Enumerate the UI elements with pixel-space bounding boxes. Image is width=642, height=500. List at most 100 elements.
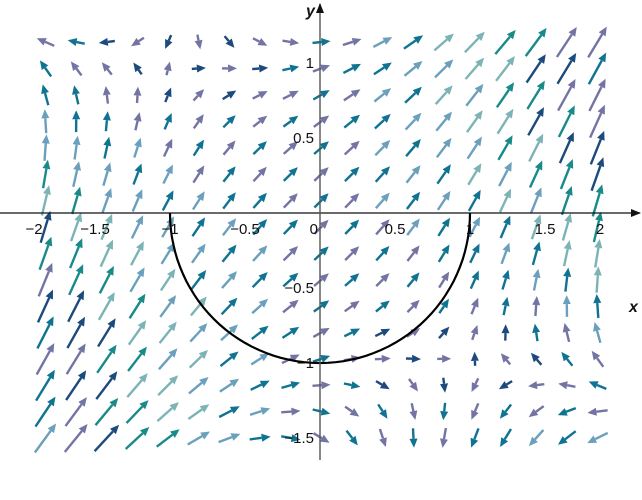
x-tick-label: −0.5 (230, 221, 260, 238)
field-arrow (252, 141, 267, 155)
field-arrow (563, 267, 572, 292)
field-arrow (252, 91, 268, 100)
field-arrow (163, 61, 172, 76)
x-tick-label: 1 (466, 221, 474, 238)
field-arrow (500, 242, 511, 265)
field-arrow (102, 86, 111, 104)
x-axis-label: x (628, 299, 639, 316)
field-arrow (72, 110, 81, 133)
field-arrow (558, 430, 577, 445)
field-arrow (532, 323, 541, 342)
field-arrow (40, 185, 51, 216)
field-arrow (467, 163, 482, 186)
field-arrow (587, 52, 607, 85)
field-arrow (434, 85, 453, 106)
field-arrow (403, 61, 423, 77)
field-arrow (131, 189, 143, 212)
field-arrow (164, 87, 172, 103)
field-arrow (345, 429, 358, 446)
field-arrow (561, 351, 574, 367)
field-arrow (250, 353, 270, 366)
field-arrow (470, 351, 479, 366)
field-arrow (374, 354, 391, 363)
field-arrow (165, 34, 173, 49)
field-arrow (588, 381, 607, 391)
field-arrow (219, 351, 239, 368)
field-arrow (433, 33, 454, 52)
field-arrow (403, 35, 424, 50)
field-arrow (187, 404, 210, 420)
field-arrow (375, 380, 390, 390)
field-arrow (313, 193, 329, 209)
field-arrow (132, 163, 143, 185)
field-arrow (312, 407, 331, 416)
field-arrow (102, 162, 112, 186)
field-arrow (192, 139, 204, 157)
field-arrow (494, 29, 516, 55)
field-arrow (65, 370, 87, 401)
field-arrow (96, 344, 117, 374)
field-arrow (158, 348, 178, 371)
field-arrow (593, 322, 602, 344)
field-arrow (562, 240, 572, 267)
field-arrow (127, 320, 147, 346)
y-axis-label: y (305, 3, 316, 20)
field-arrow (589, 104, 605, 139)
x-tick-label: 2 (596, 221, 604, 238)
field-arrow (252, 64, 269, 73)
field-arrow (438, 298, 449, 314)
field-arrow (33, 423, 57, 454)
field-arrow (35, 369, 55, 402)
field-arrow (344, 166, 360, 183)
field-arrow (313, 273, 329, 287)
field-arrow (37, 262, 53, 297)
field-arrow (471, 402, 480, 420)
field-arrow (557, 79, 576, 112)
field-arrow (63, 424, 88, 453)
field-arrow (159, 268, 176, 292)
field-arrow (192, 165, 205, 184)
field-arrow (501, 296, 510, 316)
field-arrow (589, 130, 605, 165)
field-arrow (188, 350, 208, 369)
field-arrow (342, 38, 362, 47)
field-arrow (38, 236, 53, 271)
field-arrow (124, 427, 150, 450)
field-arrow (532, 296, 541, 317)
field-arrow (36, 38, 55, 47)
field-arrow (64, 397, 87, 427)
field-arrow (281, 381, 301, 390)
field-arrow (98, 37, 115, 46)
field-arrow (530, 214, 542, 240)
field-arrow (591, 350, 605, 368)
field-arrow (405, 354, 421, 363)
field-arrow (191, 64, 206, 73)
field-arrow (313, 246, 329, 261)
field-arrow (437, 244, 450, 263)
field-arrow (131, 36, 145, 47)
field-arrow (344, 405, 360, 417)
field-arrow (71, 186, 82, 215)
field-arrow (562, 295, 571, 317)
field-arrow (222, 166, 236, 183)
field-arrow (34, 396, 56, 428)
field-arrow (440, 377, 448, 393)
field-arrow (344, 219, 360, 235)
field-arrow (495, 56, 515, 82)
field-arrow (557, 406, 577, 416)
field-arrow (282, 90, 299, 100)
field-arrow (41, 134, 50, 161)
field-arrow (188, 377, 209, 395)
field-arrow (470, 325, 479, 341)
field-arrow (528, 429, 545, 447)
field-arrow (221, 218, 237, 237)
field-arrow (65, 343, 86, 375)
field-arrow (377, 403, 388, 419)
field-arrow (469, 243, 480, 264)
field-arrow (162, 164, 173, 185)
field-arrow (282, 64, 300, 73)
field-arrow (528, 381, 545, 390)
field-arrow (374, 139, 391, 157)
field-arrow (404, 86, 422, 104)
field-arrow (469, 270, 479, 290)
